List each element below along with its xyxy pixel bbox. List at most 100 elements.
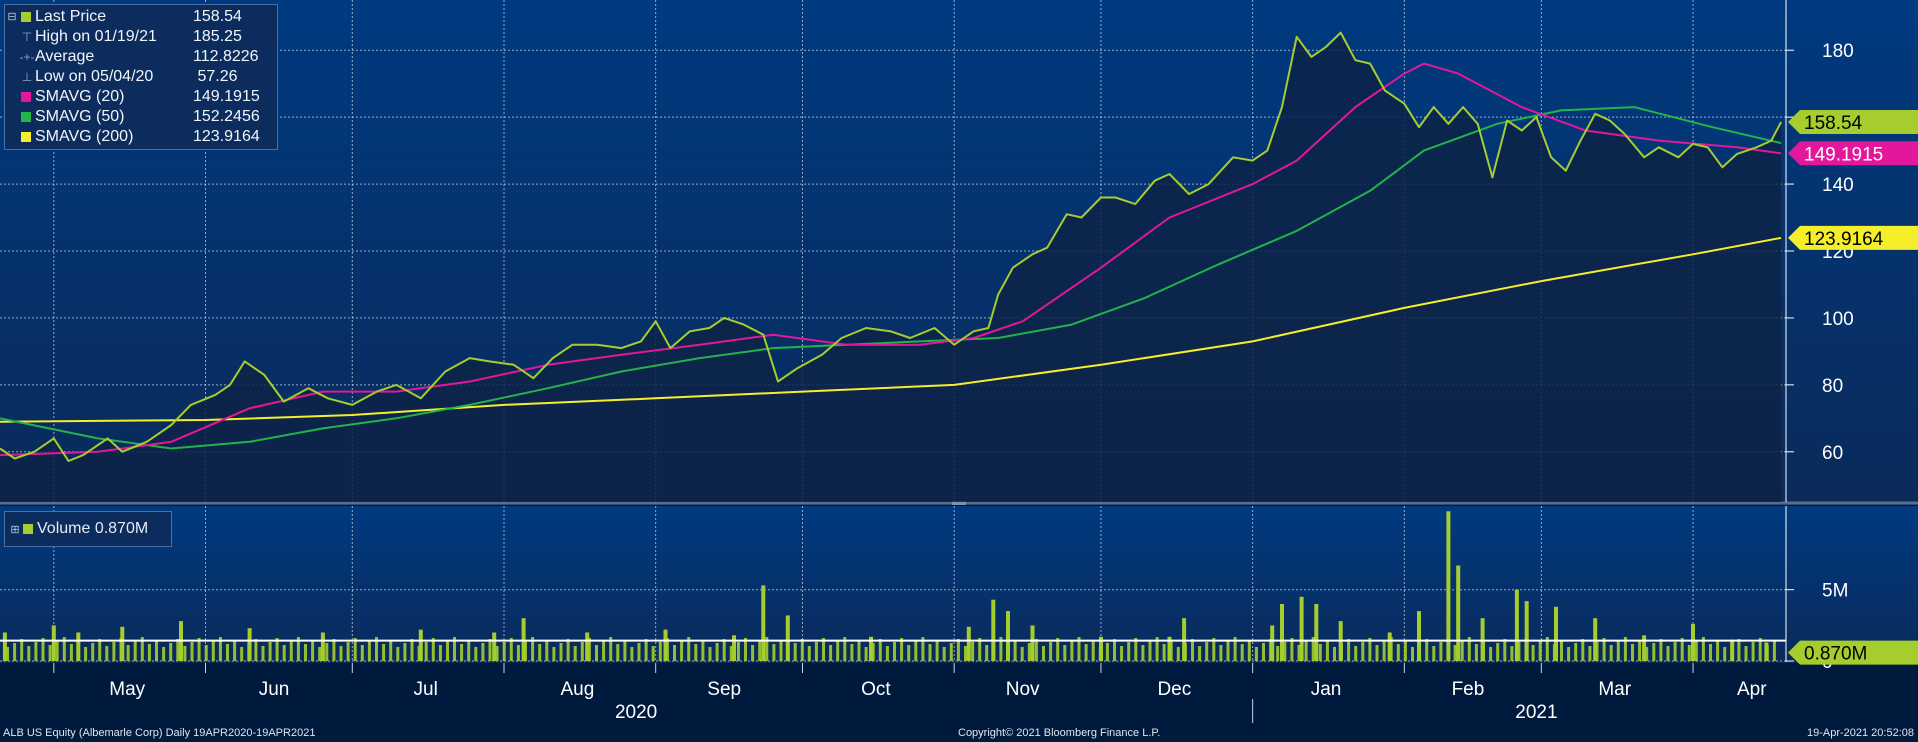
volume-bar <box>573 646 577 661</box>
volume-bar <box>1446 511 1451 661</box>
y-tick-label: 140 <box>1822 175 1854 196</box>
volume-bar <box>1609 645 1613 661</box>
volume-bar <box>311 640 315 661</box>
volume-bar <box>1595 642 1599 661</box>
legend-row-low: ⊥ Low on 05/04/20 57.26 <box>5 67 277 87</box>
price-legend: ⊟ Last Price 158.54 ⊤ High on 01/19/21 1… <box>4 4 278 150</box>
volume-bar <box>1027 643 1031 661</box>
volume-bar <box>587 638 591 661</box>
expand-icon[interactable]: ⊞ <box>10 523 20 536</box>
volume-value-tag <box>1788 640 1918 665</box>
volume-legend[interactable]: ⊞ Volume 0.870M <box>4 511 172 547</box>
volume-bar <box>1049 642 1053 661</box>
legend-label: Average <box>35 48 95 65</box>
volume-bar <box>751 645 755 661</box>
volume-bar <box>729 646 733 661</box>
volume-bar <box>1691 623 1695 661</box>
volume-bar <box>878 639 882 661</box>
volume-bar <box>1183 643 1187 661</box>
volume-bar <box>665 638 669 661</box>
smavg-200-swatch <box>21 132 31 142</box>
volume-bar <box>580 642 584 661</box>
volume-bar <box>1560 640 1563 661</box>
volume-bar <box>169 643 173 661</box>
volume-bar <box>843 637 847 661</box>
volume-bar <box>460 644 464 661</box>
volume-bar <box>701 640 705 661</box>
volume-bar <box>1105 643 1109 661</box>
x-month-label: Dec <box>1157 679 1191 700</box>
legend-label: SMAVG (20) <box>35 88 125 105</box>
y-tick-label: 60 <box>1822 443 1843 464</box>
volume-bar <box>1751 642 1755 661</box>
volume-bar <box>1482 640 1485 661</box>
legend-value: 57.26 <box>193 68 238 85</box>
volume-bar <box>864 647 868 661</box>
volume-bar <box>836 641 840 661</box>
volume-bar <box>1226 641 1230 661</box>
volume-bar <box>1666 646 1670 661</box>
x-year-label: 2021 <box>1515 702 1557 723</box>
volume-bar <box>1148 641 1152 661</box>
volume-bar <box>1439 642 1443 661</box>
volume-bar <box>1545 637 1549 661</box>
volume-bar <box>268 642 272 661</box>
volume-bar <box>552 647 556 661</box>
volume-bar <box>360 645 364 661</box>
volume-bar <box>1730 643 1734 661</box>
volume-bar <box>1709 644 1712 661</box>
footer-bar: ALB US Equity (Albemarle Corp) Daily 19A… <box>0 726 1918 742</box>
volume-bar <box>1474 644 1478 661</box>
volume-bar <box>1510 646 1514 661</box>
volume-bar <box>1588 646 1592 661</box>
volume-bar <box>140 637 144 661</box>
volume-bar <box>1772 641 1776 661</box>
volume-bar <box>1574 643 1578 661</box>
volume-bar <box>630 647 634 661</box>
volume-bar <box>98 639 102 661</box>
volume-bar <box>1524 638 1528 661</box>
volume-bar <box>1141 645 1145 661</box>
x-month-label: Nov <box>1006 679 1040 700</box>
volume-bar <box>1456 565 1461 661</box>
legend-row-last-price[interactable]: ⊟ Last Price 158.54 <box>5 7 277 27</box>
legend-row-high: ⊤ High on 01/19/21 185.25 <box>5 27 277 47</box>
low-marker-icon: ⊥ <box>21 70 33 84</box>
legend-row-smavg-200[interactable]: SMAVG (200) 123.9164 <box>5 127 277 147</box>
volume-bar <box>1737 639 1741 661</box>
volume-bar <box>566 639 570 661</box>
volume-bar <box>1701 637 1705 661</box>
y-tick-label: 180 <box>1822 41 1854 62</box>
volume-bar <box>761 585 766 661</box>
volume-bar <box>869 636 873 661</box>
y-tick-label: 80 <box>1822 376 1843 397</box>
volume-bar <box>367 641 371 661</box>
volume-bar <box>1212 638 1216 661</box>
volume-bar <box>296 637 300 661</box>
volume-bar <box>1098 647 1102 661</box>
volume-bar <box>991 599 996 661</box>
volume-bar <box>921 637 925 661</box>
volume-bar <box>1198 646 1202 661</box>
volume-bar <box>1304 641 1308 661</box>
volume-bar <box>673 645 676 661</box>
volume-bar <box>1233 637 1237 661</box>
volume-bar <box>1056 638 1060 661</box>
legend-value: 123.9164 <box>193 128 260 145</box>
volume-bar <box>545 640 549 661</box>
legend-label: SMAVG (50) <box>35 108 125 125</box>
volume-bar <box>1623 637 1627 661</box>
volume-bar <box>1269 639 1273 661</box>
collapse-icon[interactable]: ⊟ <box>7 11 17 23</box>
legend-row-average: -+- Average 112.8226 <box>5 47 277 67</box>
volume-bar <box>637 643 641 661</box>
volume-bar <box>1642 635 1647 661</box>
volume-bar <box>1680 638 1684 661</box>
volume-bar <box>176 639 180 661</box>
legend-row-smavg-50[interactable]: SMAVG (50) 152.2456 <box>5 107 277 127</box>
volume-bar <box>1403 640 1407 661</box>
legend-row-smavg-20[interactable]: SMAVG (20) 149.1915 <box>5 87 277 107</box>
volume-bar <box>1496 643 1500 661</box>
volume-bar <box>1134 638 1138 661</box>
last-price-swatch <box>21 12 31 22</box>
